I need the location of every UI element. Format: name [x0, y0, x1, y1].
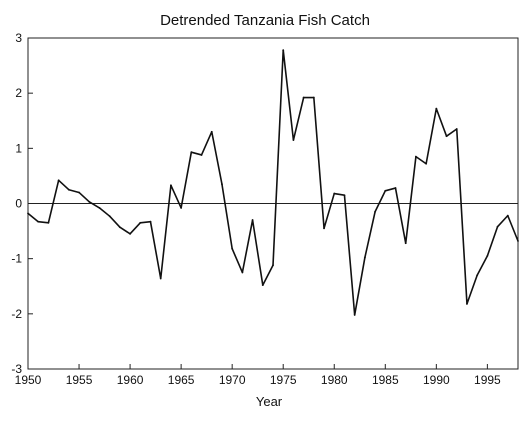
data-point [210, 130, 213, 133]
x-tick-label: 1960 [117, 373, 144, 387]
y-tick-label: 1 [15, 141, 22, 155]
y-tick-label: -3 [11, 362, 22, 376]
data-point [57, 179, 60, 182]
data-point [261, 284, 264, 287]
data-point [384, 189, 387, 192]
data-point [47, 221, 50, 224]
x-tick-label: 1985 [372, 373, 399, 387]
x-axis: 1950 1955 1960 1965 1970 1975 1980 1985 1990 1995 [15, 364, 501, 387]
data-point [241, 271, 244, 274]
data-point [363, 256, 366, 259]
data-point [190, 151, 193, 154]
data-point [129, 232, 131, 235]
data-point [394, 187, 397, 189]
data-point [170, 184, 172, 187]
data-point [27, 212, 29, 215]
x-tick-label: 1990 [423, 373, 450, 387]
chart-title: Detrended Tanzania Fish Catch [160, 12, 370, 29]
data-point [98, 207, 101, 209]
data-point [455, 128, 458, 130]
data-point [88, 200, 91, 203]
data-point [517, 240, 519, 242]
x-tick-label: 1980 [321, 373, 348, 387]
data-point [159, 277, 162, 280]
data-point [425, 162, 428, 165]
data-point [486, 255, 489, 257]
data-point [353, 314, 356, 316]
y-tick-label: 3 [15, 31, 22, 45]
data-point [221, 183, 223, 186]
data-point [251, 219, 254, 221]
y-tick-label: -2 [11, 307, 22, 321]
data-point [180, 207, 183, 209]
data-point [149, 220, 152, 223]
data-point [231, 247, 234, 250]
y-tick-label: 0 [15, 197, 22, 211]
series-line [27, 49, 519, 316]
y-tick-label: -1 [11, 252, 22, 266]
data-point [37, 220, 40, 223]
x-tick-label: 1965 [168, 373, 195, 387]
data-point [435, 107, 438, 110]
data-point [108, 215, 111, 218]
data-point [476, 274, 479, 277]
data-point [200, 154, 203, 156]
data-point [374, 210, 376, 213]
data-point [78, 191, 80, 194]
x-tick-label: 1950 [15, 373, 42, 387]
data-point [118, 226, 121, 229]
data-point [466, 303, 468, 305]
x-tick-label: 1955 [66, 373, 93, 387]
data-point [302, 96, 305, 99]
x-tick-label: 1975 [270, 373, 297, 387]
data-point [292, 139, 295, 141]
data-point [139, 221, 142, 224]
data-point [404, 242, 407, 245]
data-point [312, 96, 315, 99]
x-tick-label: 1995 [474, 373, 501, 387]
data-point [445, 135, 448, 138]
data-point [282, 49, 285, 52]
y-tick-label: 2 [15, 86, 22, 100]
x-tick-label: 1970 [219, 373, 246, 387]
data-point [415, 155, 417, 158]
data-point [496, 225, 499, 228]
data-point [272, 264, 274, 267]
data-point [333, 192, 336, 195]
data-point [343, 194, 346, 197]
data-point [323, 227, 325, 230]
data-point [67, 188, 70, 191]
x-axis-label: Year [256, 394, 283, 409]
data-point [506, 214, 509, 217]
